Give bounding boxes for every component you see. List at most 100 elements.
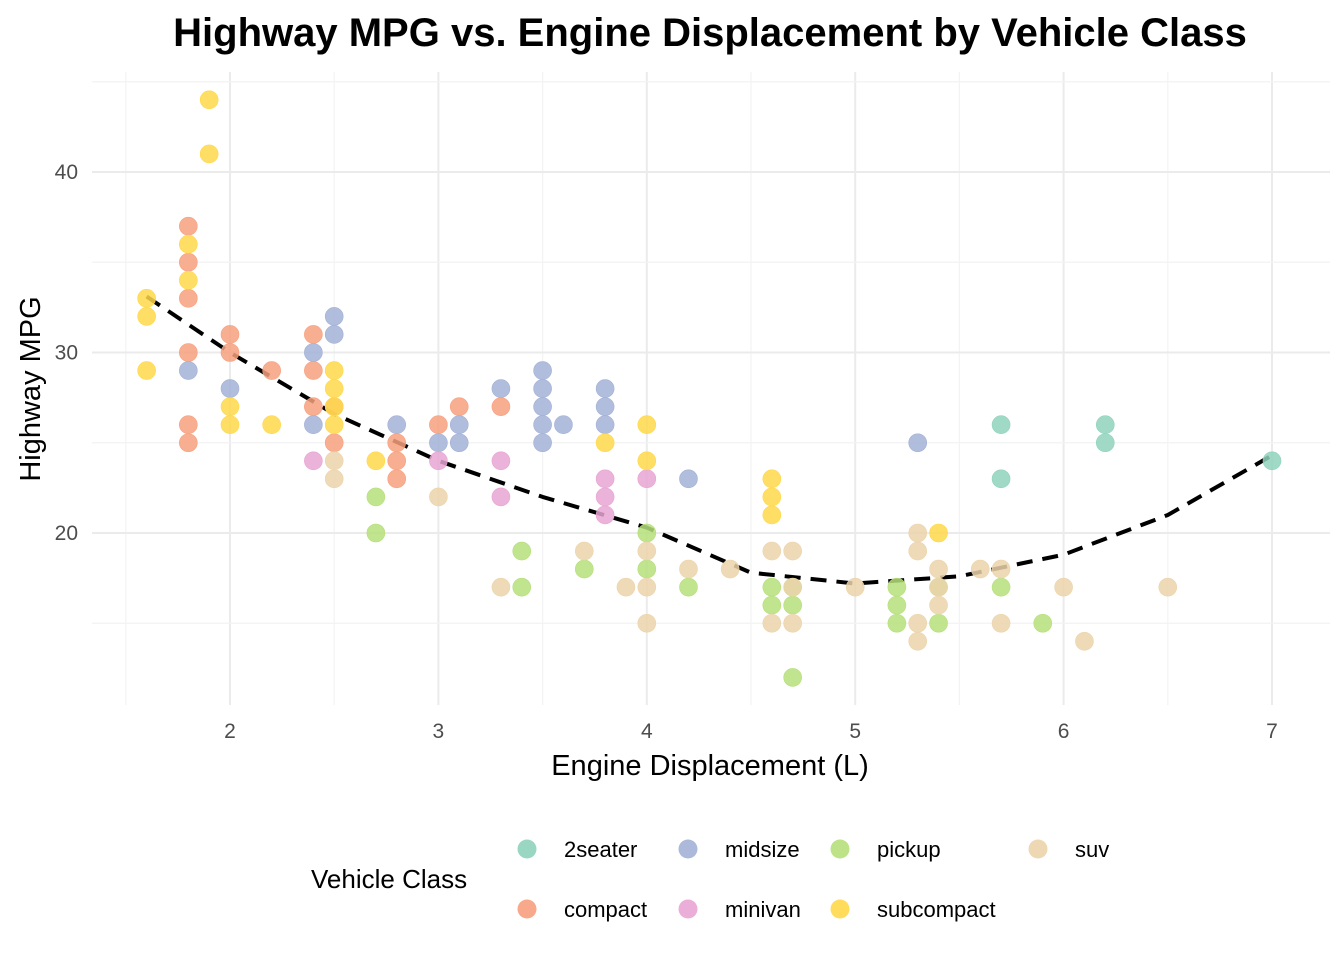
data-point-suv — [574, 541, 594, 561]
data-point-subcompact — [595, 433, 615, 453]
data-point-suv — [991, 559, 1011, 579]
data-point-midsize — [533, 361, 552, 380]
data-point-compact — [179, 289, 198, 308]
data-point-suv — [783, 541, 802, 561]
data-point-pickup — [1033, 613, 1053, 633]
data-point-compact — [179, 415, 198, 435]
data-point-suv — [908, 631, 928, 651]
data-point-compact — [220, 343, 240, 362]
data-point-subcompact — [137, 289, 156, 308]
data-point-subcompact — [762, 487, 782, 507]
data-point-suv — [491, 577, 511, 597]
x-tick-label: 7 — [1266, 720, 1278, 743]
data-point-compact — [449, 397, 469, 416]
data-point-midsize — [533, 379, 552, 398]
data-point-suv — [324, 451, 344, 471]
data-point-midsize — [449, 415, 469, 435]
x-tick-label: 5 — [849, 720, 861, 743]
data-point-midsize — [324, 307, 344, 326]
data-point-suv — [637, 541, 657, 561]
legend-key-suv — [1028, 839, 1048, 859]
data-point-suv — [783, 613, 802, 633]
data-point-subcompact — [137, 307, 156, 326]
data-point-midsize — [595, 379, 615, 398]
data-point-compact — [387, 433, 407, 453]
x-axis-title: Engine Displacement (L) — [551, 750, 869, 782]
data-point-pickup — [637, 523, 657, 543]
data-point-subcompact — [324, 397, 344, 416]
data-point-subcompact — [929, 523, 948, 543]
y-tick-label: 40 — [55, 161, 78, 184]
data-point-subcompact — [179, 234, 198, 254]
data-point-2seater — [991, 415, 1011, 435]
data-point-compact — [179, 252, 198, 272]
data-point-suv — [929, 577, 948, 597]
data-point-midsize — [179, 361, 198, 380]
data-point-midsize — [554, 415, 573, 435]
data-point-subcompact — [137, 361, 156, 380]
data-point-midsize — [429, 433, 448, 453]
data-point-suv — [845, 577, 865, 597]
data-point-compact — [179, 216, 198, 236]
points-layer — [137, 90, 1282, 687]
y-tick-label: 30 — [55, 342, 78, 365]
legend-key-minivan — [678, 899, 698, 919]
data-point-suv — [1054, 577, 1073, 597]
data-point-subcompact — [179, 270, 198, 290]
data-point-pickup — [929, 613, 948, 633]
data-point-suv — [908, 613, 928, 633]
legend-key-pickup — [830, 839, 850, 859]
data-point-suv — [929, 559, 948, 579]
trend-line — [145, 294, 1273, 586]
data-point-midsize — [220, 379, 240, 398]
data-point-suv — [970, 559, 990, 579]
y-tick-label: 20 — [55, 522, 78, 545]
data-point-subcompact — [262, 415, 281, 435]
trend-layer — [145, 294, 1273, 586]
data-point-subcompact — [220, 397, 240, 416]
data-point-suv — [616, 577, 636, 597]
data-point-pickup — [783, 595, 802, 615]
data-point-subcompact — [762, 469, 782, 489]
data-point-suv — [762, 541, 782, 561]
data-point-2seater — [1095, 415, 1115, 435]
data-point-compact — [324, 433, 344, 453]
data-point-suv — [929, 595, 948, 615]
data-point-midsize — [908, 433, 928, 453]
data-point-compact — [429, 415, 448, 435]
data-point-suv — [1158, 577, 1178, 597]
data-point-suv — [908, 541, 928, 561]
legend-label-subcompact: subcompact — [877, 897, 996, 922]
data-point-midsize — [387, 415, 407, 435]
data-point-suv — [637, 577, 657, 597]
legend-key-subcompact — [830, 899, 850, 919]
data-point-compact — [304, 361, 323, 380]
data-point-minivan — [595, 469, 615, 489]
data-point-pickup — [574, 559, 594, 579]
data-point-minivan — [491, 487, 511, 507]
legend: Vehicle Class 2seater midsize pickup suv com… — [311, 837, 1109, 922]
x-tick-label: 2 — [224, 720, 236, 743]
data-point-subcompact — [637, 415, 657, 435]
data-point-minivan — [304, 451, 323, 471]
data-point-2seater — [991, 469, 1011, 489]
data-point-minivan — [429, 451, 448, 471]
data-point-subcompact — [324, 379, 344, 398]
legend-key-2seater — [517, 839, 537, 859]
data-point-midsize — [533, 397, 552, 416]
data-point-suv — [908, 523, 928, 543]
data-point-midsize — [324, 325, 344, 344]
data-point-compact — [491, 397, 511, 416]
chart-title: Highway MPG vs. Engine Displacement by V… — [173, 11, 1247, 55]
data-point-2seater — [1262, 451, 1282, 471]
data-point-midsize — [533, 415, 552, 435]
data-point-minivan — [637, 469, 657, 489]
data-point-subcompact — [366, 451, 386, 471]
data-point-pickup — [783, 668, 802, 687]
data-point-subcompact — [762, 505, 782, 525]
data-point-pickup — [762, 577, 782, 597]
data-point-subcompact — [637, 451, 657, 471]
data-point-suv — [991, 613, 1011, 633]
legend-label-midsize: midsize — [725, 837, 800, 862]
